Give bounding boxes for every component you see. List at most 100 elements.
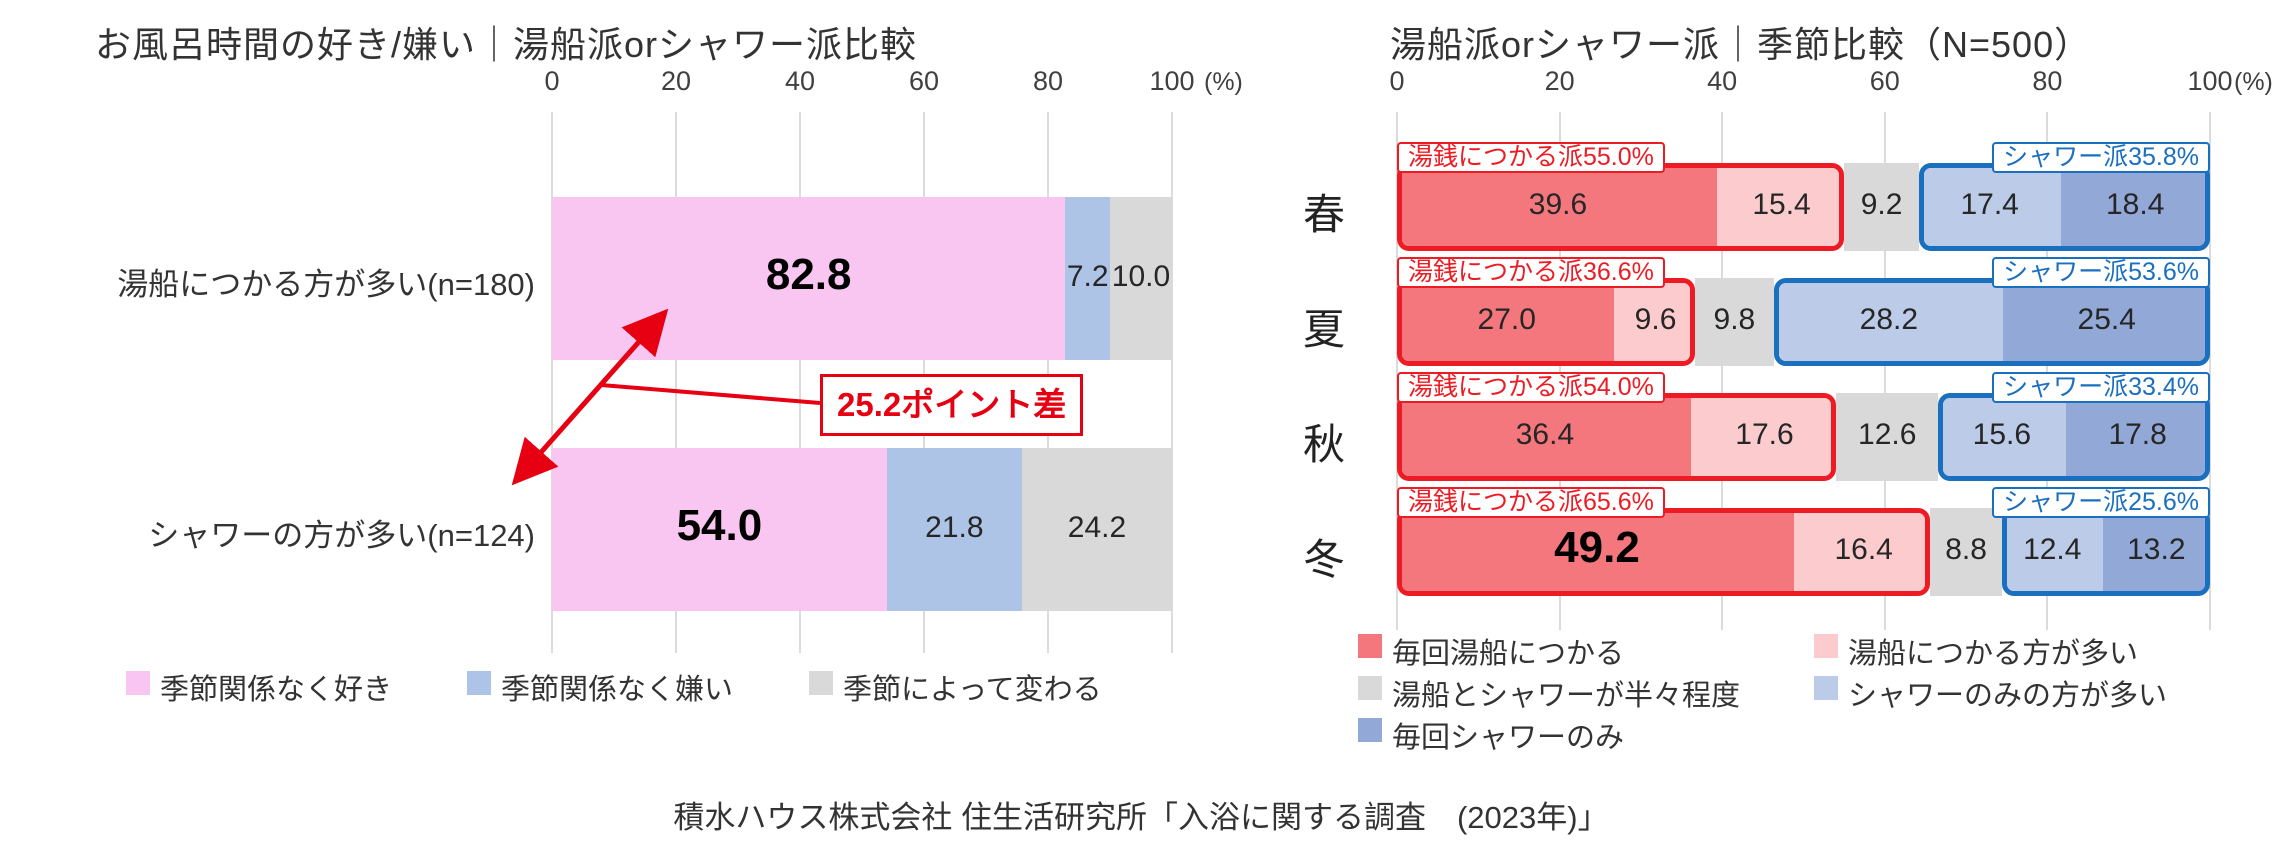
bar-segment: [1402, 168, 1717, 246]
axis-tick-label: 60: [908, 66, 940, 96]
legend-label: 湯船とシャワーが半々程度: [1392, 680, 1741, 712]
bar-segment: [1943, 398, 2066, 476]
bar-segment: [1402, 283, 1615, 361]
shower-group-outline: [1774, 278, 2210, 366]
gridline: [1171, 112, 1173, 653]
bar-segment: [2003, 283, 2205, 361]
bar-segment: [2060, 168, 2205, 246]
bar-segment: [1930, 508, 2002, 596]
bar-segment: [1110, 197, 1172, 360]
bar-segment: [1694, 278, 1775, 366]
shower-group-label: シャワー派35.8%: [1992, 142, 2210, 173]
axis-tick-label: 40: [784, 66, 816, 96]
bar-segment: [1844, 163, 1919, 251]
value-label: 21.8: [925, 510, 984, 544]
legend-swatch: [1814, 676, 1838, 700]
bath-group-label: 湯銭につかる派54.0%: [1397, 372, 1665, 403]
bar-segment: [1779, 283, 2004, 361]
axis-tick-label: 40: [1707, 66, 1738, 96]
legend-swatch: [1358, 676, 1382, 700]
season-label: 秋: [1302, 421, 1345, 468]
season-label: 冬: [1302, 536, 1345, 583]
legend-swatch: [1358, 634, 1382, 658]
bar-segment: [1716, 168, 1840, 246]
gridline: [1721, 112, 1724, 630]
legend-label: 季節関係なく嫌い: [501, 674, 734, 706]
legend-swatch: [467, 671, 491, 695]
annotation-box: 25.2ポイント差: [820, 374, 1084, 436]
bar-segment: [1923, 168, 2061, 246]
value-label: 27.0: [1477, 303, 1536, 336]
legend-label: 湯船につかる方が多い: [1848, 638, 2139, 670]
value-label: 10.0: [1111, 259, 1171, 293]
value-label: 9.8: [1713, 303, 1756, 336]
bath-group-label: 湯銭につかる派65.6%: [1397, 487, 1665, 518]
bar-segment: [1794, 513, 1926, 591]
value-label: 82.8: [765, 249, 852, 299]
left-chart-title: お風呂時間の好き/嫌い｜湯船派orシャワー派比較: [95, 24, 918, 65]
legend-swatch: [126, 671, 150, 695]
axis-unit-label: (%): [1204, 68, 1243, 96]
gridline: [2046, 112, 2049, 630]
annotation-connector: [600, 383, 821, 405]
bar-segment: [1614, 283, 1690, 361]
axis-tick-label: 0: [544, 66, 560, 96]
shower-group-outline: [1938, 393, 2210, 481]
shower-group-outline: [1918, 163, 2210, 251]
legend-label: シャワーのみの方が多い: [1848, 680, 2168, 712]
legend-swatch: [1358, 718, 1382, 742]
value-label: 9.2: [1860, 188, 1903, 221]
value-label: 9.6: [1634, 303, 1677, 336]
axis-tick-label: 60: [1869, 66, 1900, 96]
axis-tick-label: 20: [1544, 66, 1575, 96]
bar-segment: [1065, 197, 1110, 360]
axis-unit-label: (%): [2234, 68, 2273, 96]
value-label: 7.2: [1066, 259, 1109, 293]
value-label: 17.8: [2108, 418, 2167, 451]
gridline: [2209, 112, 2211, 630]
legend-swatch: [809, 671, 833, 695]
gridline: [1883, 112, 1886, 630]
bar-segment: [1836, 393, 1939, 481]
legend-label: 季節関係なく好き: [160, 674, 393, 706]
value-label: 12.6: [1858, 418, 1917, 451]
value-label: 18.4: [2106, 188, 2165, 221]
value-label: 49.2: [1554, 523, 1640, 572]
source-note: 積水ハウス株式会社 住生活研究所「入浴に関する調査 (2023年)」: [673, 800, 1609, 835]
gridline: [675, 112, 677, 653]
bath-group-label: 湯銭につかる派55.0%: [1397, 142, 1665, 173]
shower-group-label: シャワー派53.6%: [1992, 257, 2210, 288]
bath-group-label: 湯銭につかる派36.6%: [1397, 257, 1665, 288]
value-label: 25.4: [2077, 303, 2136, 336]
value-label: 24.2: [1067, 510, 1127, 544]
bar-segment: [2102, 513, 2205, 591]
season-label: 夏: [1302, 306, 1345, 353]
bar-segment: [1691, 398, 1831, 476]
bar-segment: [1021, 448, 1172, 611]
bar-segment: [886, 448, 1022, 611]
axis-tick-label: 20: [660, 66, 692, 96]
axis-tick-label: 100: [2187, 66, 2233, 96]
bar-segment: [2006, 513, 2103, 591]
value-label: 15.4: [1752, 188, 1811, 221]
bath-group-outline: [1397, 508, 1931, 596]
bar-segment: [1402, 398, 1692, 476]
axis-tick-label: 100: [1149, 66, 1195, 96]
axis-tick-label: 80: [2032, 66, 2063, 96]
value-label: 17.6: [1735, 418, 1794, 451]
legend-swatch: [1814, 634, 1838, 658]
value-label: 16.4: [1834, 533, 1893, 566]
axis-tick-label: 0: [1389, 66, 1405, 96]
bath-group-outline: [1397, 163, 1845, 251]
bar-segment: [1402, 513, 1795, 591]
value-label: 28.2: [1859, 303, 1919, 336]
right-chart-title: 湯船派orシャワー派｜季節比較（N=500）: [1390, 24, 2092, 65]
value-label: 15.6: [1972, 418, 2032, 451]
gridline: [1558, 112, 1561, 630]
value-label: 8.8: [1945, 533, 1987, 566]
axis-tick-label: 80: [1032, 66, 1064, 96]
category-label: 湯船につかる方が多い(n=180): [117, 266, 535, 302]
bath-group-outline: [1397, 393, 1837, 481]
gridline: [799, 112, 801, 653]
